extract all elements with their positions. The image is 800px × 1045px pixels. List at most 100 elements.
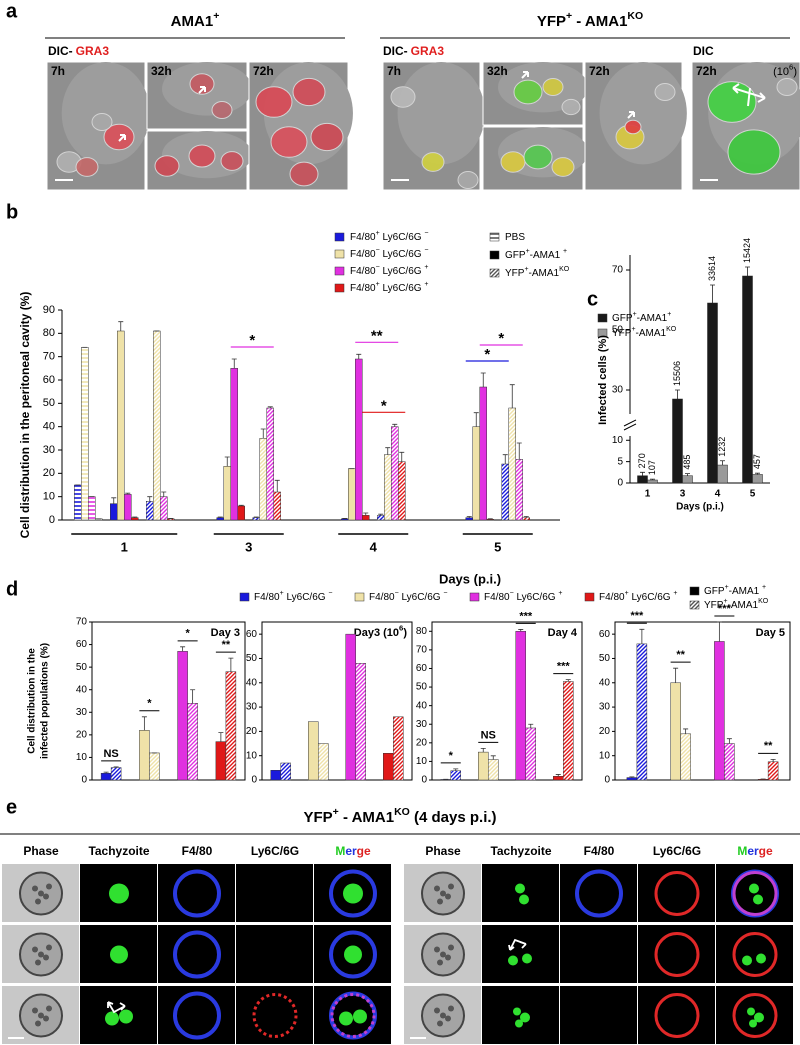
y-tick-label: 10 — [43, 491, 55, 503]
error-bar — [720, 460, 725, 466]
y-tick-label: 0 — [421, 775, 427, 786]
error-bar — [480, 372, 486, 387]
cell — [500, 151, 526, 173]
legend-swatch — [334, 283, 345, 293]
phase-texture — [35, 1020, 41, 1027]
bar — [225, 671, 237, 781]
error-bar — [399, 451, 405, 462]
bar — [160, 496, 168, 521]
y-tick-label: 30 — [43, 444, 55, 456]
y-tick-label: 80 — [416, 626, 428, 637]
stain-label: DIC- GRA3 — [383, 44, 444, 58]
bar — [167, 518, 175, 521]
y-tick-label: 80 — [43, 327, 55, 339]
bar — [223, 466, 231, 521]
y-tick-label: 50 — [416, 682, 428, 693]
legend-label-part: F4/80 — [350, 232, 376, 243]
phase-texture — [437, 1020, 443, 1027]
tachyzoite — [508, 955, 518, 966]
y-tick-label: 50 — [76, 662, 88, 673]
bar — [355, 663, 366, 781]
y-tick-label: 20 — [246, 726, 258, 737]
bar — [131, 517, 139, 521]
y-tick-label: 30 — [599, 702, 611, 713]
legend-swatch — [689, 600, 700, 610]
merge-ring — [329, 930, 377, 979]
bar — [117, 330, 125, 521]
panel-day-title: Day3 (106) — [354, 624, 408, 639]
significance-label: ** — [222, 639, 231, 651]
stain: DIC- — [48, 44, 73, 58]
ly6c-ring — [654, 993, 700, 1038]
bar — [636, 643, 648, 781]
tachyzoite — [747, 1007, 755, 1016]
phase-texture — [38, 1012, 44, 1019]
bar — [724, 743, 735, 781]
legend-label-part: + — [673, 590, 677, 597]
panel-day-title-part: Day 5 — [756, 627, 785, 639]
y-tick-label: 70 — [612, 265, 624, 276]
image-cell — [236, 864, 313, 922]
legend-label-part: Ly6C/6G — [380, 249, 425, 260]
bar — [479, 386, 487, 521]
plot-frame — [261, 621, 413, 781]
merge-part: ge — [357, 844, 371, 858]
column-header: Merge — [737, 844, 773, 858]
error-bar — [509, 384, 515, 408]
f480-ring — [575, 869, 623, 918]
y-tick-label: 60 — [76, 639, 88, 650]
legend-swatch — [597, 328, 608, 338]
y-tick-label: 50 — [612, 325, 624, 336]
arrow — [732, 83, 766, 107]
phase-texture — [445, 1015, 451, 1022]
cell — [91, 113, 113, 131]
bar — [563, 681, 574, 781]
count-label: 270 — [637, 453, 647, 468]
bar — [88, 496, 96, 521]
time-label: 7h — [51, 64, 65, 78]
y-tick-label: 10 — [416, 756, 428, 767]
bar — [465, 517, 473, 521]
column-header: Ly6C/6G — [653, 844, 701, 858]
phase-texture — [434, 885, 440, 892]
image-cell — [158, 925, 235, 983]
significance-label: *** — [630, 610, 644, 622]
arrow — [521, 71, 529, 79]
y-tick-label: 40 — [246, 677, 258, 688]
phase-texture — [43, 954, 49, 961]
time-label: 7h — [387, 64, 401, 78]
micrograph-shade — [61, 61, 150, 165]
merge-ring — [330, 993, 376, 1038]
significance-label: * — [484, 346, 490, 363]
image-cell — [482, 986, 559, 1044]
bar — [139, 730, 150, 781]
error-bar — [755, 472, 760, 475]
column-header: F4/80 — [182, 844, 213, 858]
legend-label-part: F4/80 — [484, 592, 510, 603]
significance-label: *** — [519, 610, 533, 622]
y-tick-label: 20 — [76, 729, 88, 740]
y-tick-label: 20 — [416, 737, 428, 748]
error-bar — [453, 768, 459, 771]
column-header: Tachyzoite — [490, 844, 551, 858]
legend-label-part: YFP — [704, 600, 724, 611]
y-tick-label: 10 — [76, 752, 88, 763]
bar — [146, 501, 154, 521]
y-tick-label: 70 — [43, 351, 55, 363]
legend-label-part: − — [510, 590, 514, 597]
bar — [259, 438, 267, 521]
error-bar — [113, 766, 119, 768]
bar — [472, 426, 480, 521]
cell — [154, 155, 180, 177]
significance-label: * — [185, 628, 190, 640]
merge-part: er — [345, 844, 357, 858]
arrow — [107, 1001, 126, 1014]
error-bar — [103, 771, 109, 774]
panel-label: d — [6, 578, 18, 600]
image-cell — [158, 986, 235, 1044]
error-bar — [745, 266, 750, 276]
panel-title: YFP+ - AMA1KO — [537, 10, 643, 30]
error-bar — [490, 755, 496, 760]
image-cell — [158, 864, 235, 922]
merge-part: er — [747, 844, 759, 858]
